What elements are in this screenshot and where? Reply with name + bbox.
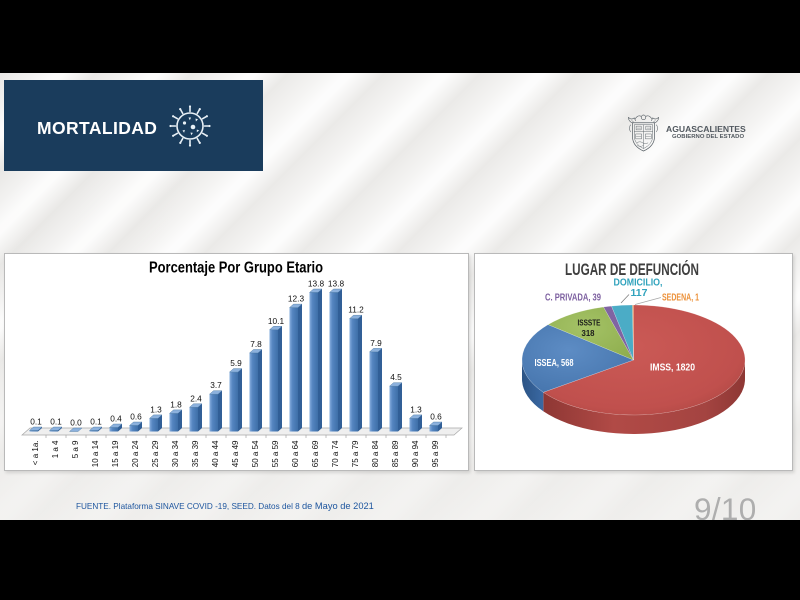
svg-text:3.7: 3.7 xyxy=(210,380,222,390)
svg-text:65 a 69: 65 a 69 xyxy=(311,440,320,467)
svg-text:95 a 99: 95 a 99 xyxy=(431,440,440,467)
svg-text:30 a 34: 30 a 34 xyxy=(171,440,180,467)
svg-text:45 a 49: 45 a 49 xyxy=(231,440,240,467)
svg-text:35 a 39: 35 a 39 xyxy=(191,440,200,467)
svg-text:117: 117 xyxy=(631,288,649,299)
svg-text:2.4: 2.4 xyxy=(190,393,202,403)
svg-text:60 a 64: 60 a 64 xyxy=(291,440,300,467)
svg-text:0.6: 0.6 xyxy=(130,412,142,422)
svg-text:75 a 79: 75 a 79 xyxy=(351,440,360,467)
svg-text:40 a 44: 40 a 44 xyxy=(211,440,220,467)
svg-text:13.8: 13.8 xyxy=(308,279,325,289)
svg-text:1.8: 1.8 xyxy=(170,399,182,409)
svg-text:< a 1a.: < a 1a. xyxy=(31,441,40,466)
svg-text:Porcentaje Por Grupo Etario: Porcentaje Por Grupo Etario xyxy=(149,260,323,277)
svg-text:0.4: 0.4 xyxy=(110,414,122,424)
svg-text:50 a 54: 50 a 54 xyxy=(251,440,260,467)
svg-text:0.6: 0.6 xyxy=(430,412,442,422)
svg-text:1 a 4: 1 a 4 xyxy=(51,440,60,458)
svg-text:0.1: 0.1 xyxy=(90,417,102,427)
svg-text:0.1: 0.1 xyxy=(50,417,62,427)
svg-text:5 a 9: 5 a 9 xyxy=(71,440,80,458)
svg-text:ISSSTE: ISSSTE xyxy=(578,318,601,328)
svg-text:0.0: 0.0 xyxy=(70,418,82,428)
svg-text:IMSS, 1820: IMSS, 1820 xyxy=(650,363,695,374)
svg-text:DOMICILIO,: DOMICILIO, xyxy=(614,278,663,289)
svg-text:7.9: 7.9 xyxy=(370,338,382,348)
svg-text:12.3: 12.3 xyxy=(288,294,305,304)
svg-text:5.9: 5.9 xyxy=(230,358,242,368)
svg-text:85 a 89: 85 a 89 xyxy=(391,440,400,467)
svg-text:SEDENA, 1: SEDENA, 1 xyxy=(662,293,699,304)
svg-text:70 a 74: 70 a 74 xyxy=(331,440,340,467)
svg-text:55 a 59: 55 a 59 xyxy=(271,440,280,467)
svg-text:13.8: 13.8 xyxy=(328,279,345,289)
svg-text:0.1: 0.1 xyxy=(30,417,42,427)
svg-text:20 a 24: 20 a 24 xyxy=(131,440,140,467)
svg-text:90 a 94: 90 a 94 xyxy=(411,440,420,467)
svg-text:11.2: 11.2 xyxy=(348,305,364,315)
svg-text:318: 318 xyxy=(582,328,595,338)
svg-text:25 a 29: 25 a 29 xyxy=(151,440,160,467)
svg-text:10.1: 10.1 xyxy=(268,316,285,326)
svg-text:1.3: 1.3 xyxy=(410,404,422,414)
svg-text:C. PRIVADA, 39: C. PRIVADA, 39 xyxy=(545,293,601,304)
svg-text:7.8: 7.8 xyxy=(250,339,262,349)
svg-text:80 a 84: 80 a 84 xyxy=(371,440,380,467)
svg-text:10 a 14: 10 a 14 xyxy=(91,440,100,467)
svg-text:1.3: 1.3 xyxy=(150,404,162,414)
svg-text:LUGAR DE DEFUNCIÓN: LUGAR DE DEFUNCIÓN xyxy=(565,260,699,279)
svg-text:15 a 19: 15 a 19 xyxy=(111,440,120,467)
svg-text:4.5: 4.5 xyxy=(390,372,402,382)
svg-text:ISSEA, 568: ISSEA, 568 xyxy=(535,358,574,369)
